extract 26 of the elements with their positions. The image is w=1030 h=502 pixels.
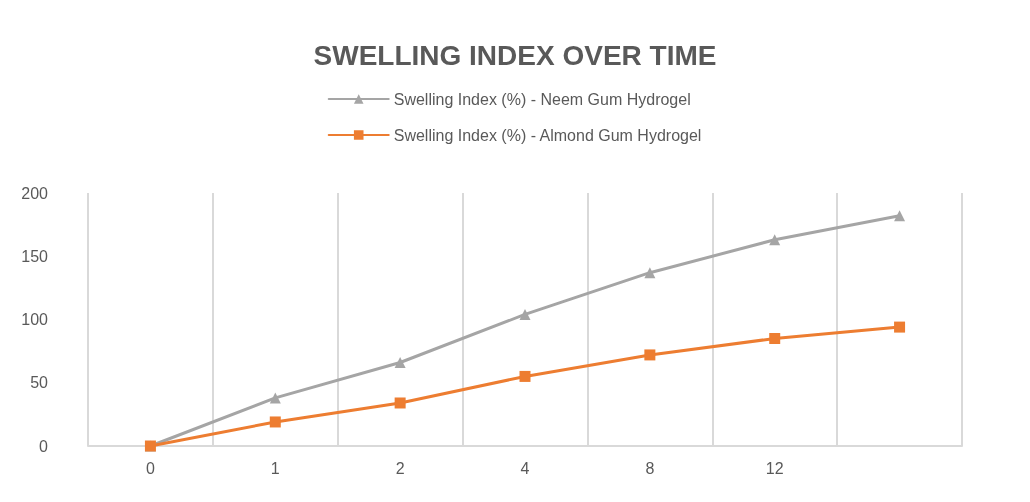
point — [519, 370, 531, 382]
point — [894, 210, 906, 222]
y-tick-label: 150 — [21, 247, 49, 265]
point — [769, 234, 781, 246]
y-tick-label: 0 — [39, 437, 49, 455]
point — [394, 357, 406, 369]
y-tick-label: 100 — [21, 311, 49, 328]
x-tick-label: 12 — [765, 459, 784, 477]
point — [644, 349, 656, 361]
point — [644, 267, 656, 279]
x-tick-label: 2 — [395, 459, 405, 477]
y-tick-label: 200 — [21, 184, 49, 202]
point — [519, 308, 531, 320]
x-tick-label: 0 — [145, 459, 155, 477]
point — [394, 397, 406, 409]
x-tick-label: 4 — [520, 459, 530, 477]
x-tick-label: 8 — [645, 459, 655, 477]
point — [269, 392, 281, 404]
point — [269, 416, 281, 428]
legend-label: Swelling Index (%) - Almond Gum Hydrogel — [393, 126, 702, 144]
y-tick-label: 50 — [30, 374, 49, 392]
legend-label: Swelling Index (%) - Neem Gum Hydrogel — [393, 90, 691, 108]
x-tick-label: 1 — [270, 459, 280, 477]
chart-title: SWELLING INDEX OVER TIME — [313, 39, 717, 71]
point — [769, 332, 781, 344]
point — [894, 321, 906, 333]
